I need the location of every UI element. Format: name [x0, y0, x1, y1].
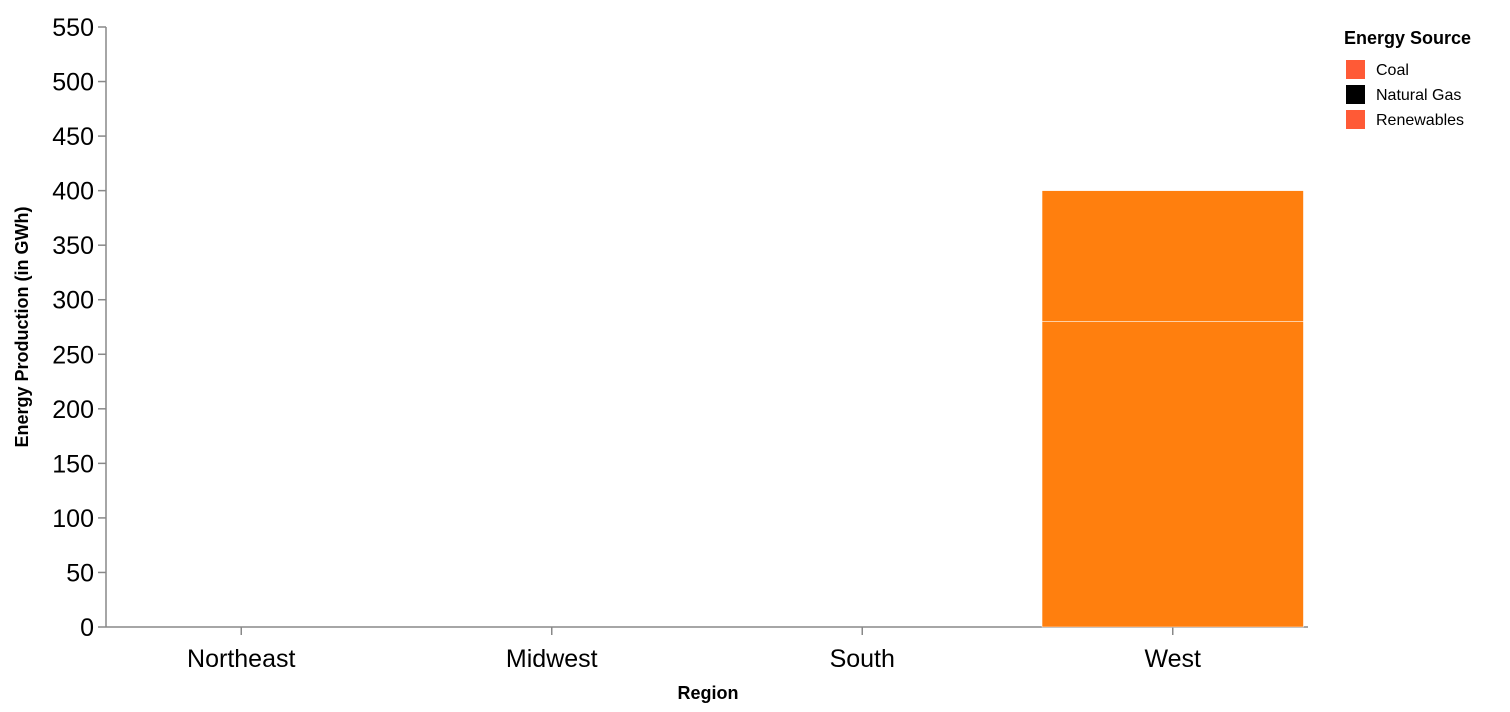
y-tick-label: 300 [52, 287, 94, 315]
legend-swatch [1346, 60, 1365, 79]
bar-segment [1041, 190, 1304, 322]
y-tick-label: 400 [52, 178, 94, 206]
y-axis: 0 50 100 150 200 250 300 350 400 450 500 550 [52, 14, 107, 642]
legend-label: Coal [1376, 62, 1409, 79]
y-tick-label: 50 [66, 559, 94, 587]
y-tick-label: 0 [80, 614, 94, 642]
y-tick-label: 150 [52, 450, 94, 478]
x-tick-label: West [1145, 645, 1202, 673]
bars [1041, 190, 1304, 628]
bar-segment [1041, 321, 1304, 628]
legend-title: Energy Source [1344, 28, 1471, 48]
x-tick-label: Northeast [187, 645, 295, 673]
y-tick-label: 550 [52, 14, 94, 42]
y-tick-label: 450 [52, 123, 94, 151]
y-tick-label: 100 [52, 505, 94, 533]
y-tick-label: 500 [52, 69, 94, 97]
x-tick-label: South [830, 645, 895, 673]
x-axis-title: Region [678, 683, 739, 703]
y-tick-label: 250 [52, 341, 94, 369]
y-tick-label: 350 [52, 232, 94, 260]
legend-label: Natural Gas [1376, 87, 1461, 104]
legend-label: Renewables [1376, 112, 1464, 129]
y-tick-label: 200 [52, 396, 94, 424]
x-axis: Northeast Midwest South West [106, 626, 1308, 673]
y-axis-title: Energy Production (in GWh) [12, 207, 32, 448]
legend-swatch [1346, 85, 1365, 104]
legend: Energy Source Coal Natural Gas Renewables [1344, 28, 1471, 129]
legend-swatch [1346, 110, 1365, 129]
x-tick-label: Midwest [506, 645, 598, 673]
